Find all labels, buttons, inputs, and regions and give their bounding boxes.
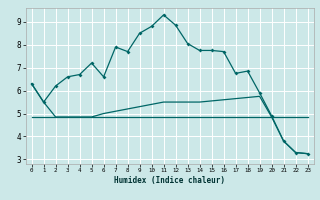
X-axis label: Humidex (Indice chaleur): Humidex (Indice chaleur) (114, 176, 225, 185)
